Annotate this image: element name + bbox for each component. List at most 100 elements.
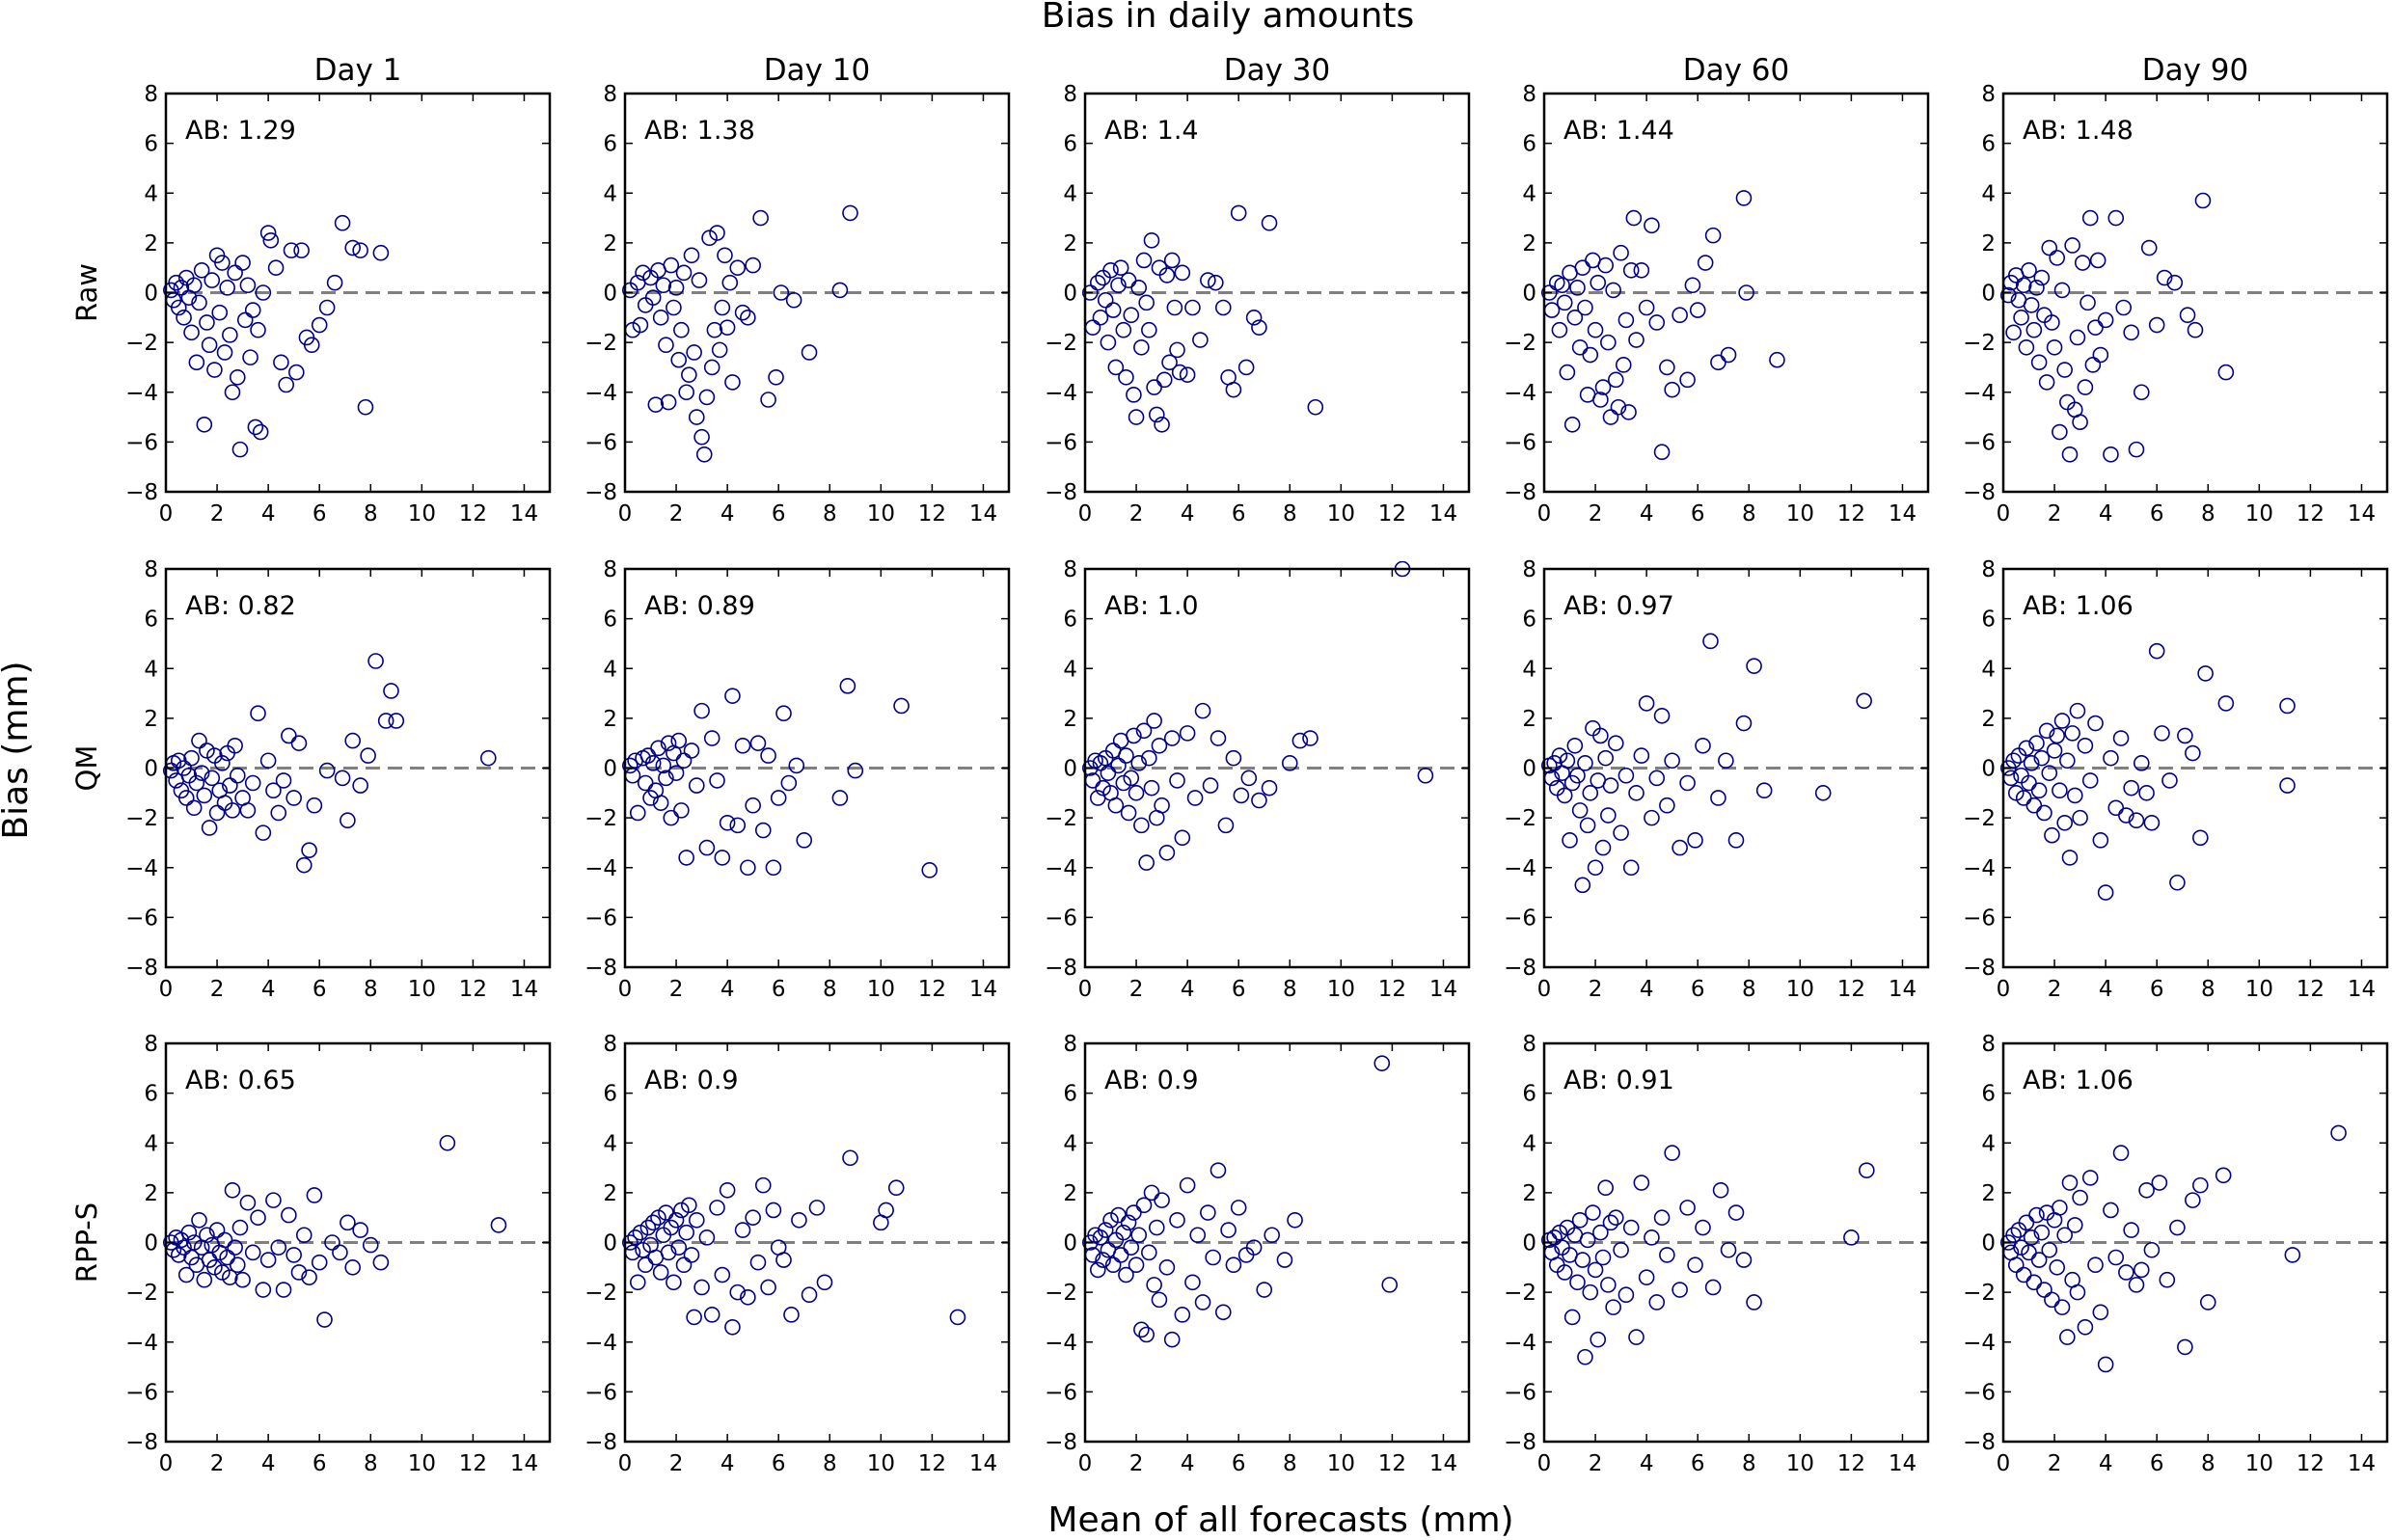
scatter-point — [1225, 749, 1242, 767]
scatter-point — [2169, 874, 2186, 891]
scatter-point — [729, 817, 747, 834]
scatter-point — [1856, 692, 1872, 710]
scatter-point — [219, 280, 235, 296]
scatter-point — [1735, 1252, 1753, 1268]
column-title: Day 10 — [764, 53, 871, 88]
scatter-point — [1163, 730, 1181, 746]
scatter-point — [2133, 1261, 2150, 1279]
scatter-point — [765, 859, 782, 877]
scatter-point — [1755, 782, 1773, 799]
scatter-point — [1672, 1282, 1688, 1298]
scatter-point — [1602, 777, 1619, 794]
scatter-point — [622, 1234, 639, 1251]
scatter-point — [1638, 1269, 1655, 1285]
scatter-point — [2161, 772, 2178, 789]
scatter-point — [1154, 417, 1170, 433]
scatter-point — [1546, 1229, 1563, 1246]
scatter-point — [1146, 1277, 1162, 1293]
scatter-point — [1617, 311, 1635, 329]
y-tick-label: −2 — [584, 1281, 617, 1306]
scatter-point — [216, 344, 233, 361]
scatter-point — [2192, 1176, 2209, 1194]
scatter-point — [2279, 697, 2296, 715]
x-tick-label: 12 — [2297, 501, 2324, 527]
x-tick-label: 14 — [1429, 977, 1457, 1002]
x-tick-label: 4 — [1181, 977, 1195, 1002]
scatter-point — [2143, 814, 2161, 831]
scatter-markers — [1541, 633, 1872, 894]
scatter-point — [1138, 1326, 1155, 1343]
scatter-point — [2128, 1277, 2145, 1293]
x-tick-label: 8 — [364, 977, 378, 1002]
y-tick-label: 6 — [144, 608, 158, 633]
scatter-point — [1130, 1227, 1148, 1244]
scatter-point — [719, 1181, 736, 1199]
y-tick-label: 2 — [144, 231, 158, 257]
y-tick-label: −2 — [1045, 1281, 1077, 1306]
scatter-point — [2217, 364, 2235, 381]
scatter-point — [1120, 1214, 1137, 1231]
scatter-point — [1710, 354, 1726, 371]
scatter-point — [1163, 252, 1181, 269]
scatter-point — [1577, 1348, 1593, 1365]
scatter-point — [1727, 832, 1745, 849]
scatter-point — [1574, 877, 1591, 894]
scatter-point — [2033, 749, 2051, 767]
scatter-point — [1582, 1283, 1599, 1301]
y-tick-label: −6 — [1045, 905, 1077, 931]
x-tick-label: 2 — [1129, 977, 1144, 1002]
scatter-point — [644, 1214, 662, 1231]
scatter-point — [1251, 792, 1267, 809]
scatter-point — [177, 790, 195, 806]
scatter-markers — [622, 204, 858, 463]
scatter-point — [760, 392, 776, 408]
ab-annotation: AB: 0.9 — [644, 1066, 739, 1095]
scatter-point — [2033, 269, 2051, 286]
scatter-point — [2087, 1256, 2104, 1274]
x-tick-label: 10 — [867, 1451, 895, 1476]
ab-annotation: AB: 1.44 — [1563, 116, 1674, 146]
scatter-point — [318, 762, 336, 779]
y-tick-label: 6 — [603, 132, 617, 157]
scatter-point — [306, 797, 323, 814]
scatter-point — [1585, 1204, 1601, 1221]
y-tick-label: 6 — [1981, 1082, 1996, 1107]
scatter-panel: 0 2 4 6 8 10 12 14 −8 −6 −4 −2 0 2 4 6 8 AB: 1.06 — [1963, 557, 2389, 1002]
scatter-point — [303, 337, 320, 354]
scatter-point — [2018, 740, 2035, 757]
x-tick-label: 6 — [2150, 1451, 2164, 1476]
scatter-point — [224, 802, 241, 819]
scatter-point — [683, 1247, 700, 1263]
scatter-point — [1617, 767, 1635, 784]
scatter-point — [1712, 1181, 1729, 1199]
x-tick-label: 0 — [1997, 1451, 2011, 1476]
scatter-point — [1687, 1256, 1703, 1274]
scatter-point — [711, 341, 728, 359]
scatter-point — [681, 1197, 697, 1214]
scatter-point — [1225, 1256, 1242, 1274]
scatter-point — [383, 683, 399, 699]
x-tick-label: 8 — [1283, 501, 1297, 527]
scatter-point — [1245, 310, 1263, 326]
scatter-point — [1605, 1299, 1621, 1315]
scatter-point — [1120, 804, 1137, 822]
scatter-point — [1214, 299, 1232, 316]
scatter-point — [2084, 357, 2102, 373]
scatter-point — [2015, 277, 2032, 294]
scatter-point — [760, 747, 776, 764]
y-tick-label: −2 — [1504, 1281, 1536, 1306]
scatter-point — [2018, 338, 2035, 356]
scatter-point — [177, 1266, 195, 1283]
scatter-point — [1151, 737, 1168, 754]
x-tick-label: 0 — [1078, 977, 1093, 1002]
x-tick-label: 0 — [618, 977, 633, 1002]
scatter-point — [785, 291, 802, 309]
scatter-point — [1582, 785, 1599, 801]
scatter-point — [1133, 817, 1150, 834]
scatter-point — [1179, 725, 1196, 742]
y-tick-label: −6 — [125, 1380, 158, 1405]
y-tick-label: −8 — [1963, 956, 1996, 981]
scatter-point — [1541, 284, 1558, 301]
x-tick-label: 2 — [669, 1451, 684, 1476]
scatter-point — [2056, 362, 2073, 378]
